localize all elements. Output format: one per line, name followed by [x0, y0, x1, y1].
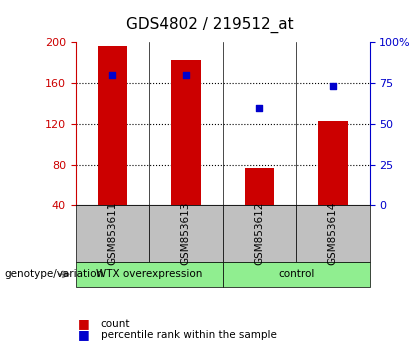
Text: percentile rank within the sample: percentile rank within the sample — [101, 330, 277, 339]
Text: GDS4802 / 219512_at: GDS4802 / 219512_at — [126, 17, 294, 33]
Text: ■: ■ — [78, 318, 90, 330]
Bar — [244, 168, 274, 205]
Text: count: count — [101, 319, 130, 329]
Text: ■: ■ — [78, 328, 90, 341]
Text: WTX overexpression: WTX overexpression — [96, 269, 202, 279]
Text: GSM853611: GSM853611 — [108, 202, 117, 266]
Text: GSM853614: GSM853614 — [328, 202, 338, 266]
Point — [330, 84, 336, 89]
Text: control: control — [278, 269, 314, 279]
Bar — [97, 46, 127, 205]
Point — [109, 72, 116, 78]
Text: GSM853613: GSM853613 — [181, 202, 191, 266]
Bar — [318, 121, 348, 205]
Point — [256, 105, 263, 110]
Point — [182, 72, 189, 78]
Text: genotype/variation: genotype/variation — [4, 269, 103, 279]
Text: GSM853612: GSM853612 — [255, 202, 264, 266]
Bar — [171, 60, 201, 205]
